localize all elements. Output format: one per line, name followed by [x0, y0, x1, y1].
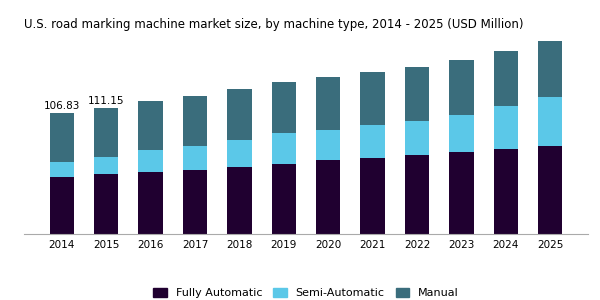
Bar — [227, 140, 251, 167]
Bar — [139, 101, 163, 150]
Bar — [94, 174, 118, 234]
Bar — [139, 150, 163, 172]
Bar — [272, 82, 296, 133]
Bar — [538, 146, 562, 234]
Bar — [272, 133, 296, 164]
Bar — [183, 96, 207, 146]
Bar — [538, 97, 562, 146]
Bar — [94, 108, 118, 157]
Bar — [449, 60, 473, 115]
Bar — [272, 164, 296, 234]
Bar — [227, 167, 251, 234]
Bar — [50, 177, 74, 234]
Text: 111.15: 111.15 — [88, 96, 124, 106]
Bar — [361, 158, 385, 234]
Bar — [316, 160, 340, 234]
Bar — [405, 155, 429, 234]
Bar — [183, 146, 207, 169]
Bar — [316, 77, 340, 130]
Legend: Fully Automatic, Semi-Automatic, Manual: Fully Automatic, Semi-Automatic, Manual — [149, 283, 463, 300]
Bar — [139, 172, 163, 234]
Bar — [538, 40, 562, 97]
Text: U.S. road marking machine market size, by machine type, 2014 - 2025 (USD Million: U.S. road marking machine market size, b… — [24, 18, 523, 31]
Bar — [494, 106, 518, 149]
Bar — [494, 149, 518, 234]
Bar — [94, 157, 118, 174]
Bar — [361, 125, 385, 158]
Bar — [405, 67, 429, 121]
Bar — [183, 169, 207, 234]
Bar — [449, 152, 473, 234]
Bar — [494, 51, 518, 106]
Bar — [361, 72, 385, 125]
Bar — [449, 115, 473, 152]
Bar — [405, 121, 429, 155]
Bar — [227, 89, 251, 140]
Bar — [316, 130, 340, 161]
Bar — [50, 113, 74, 162]
Bar — [50, 162, 74, 177]
Text: 106.83: 106.83 — [44, 101, 80, 111]
